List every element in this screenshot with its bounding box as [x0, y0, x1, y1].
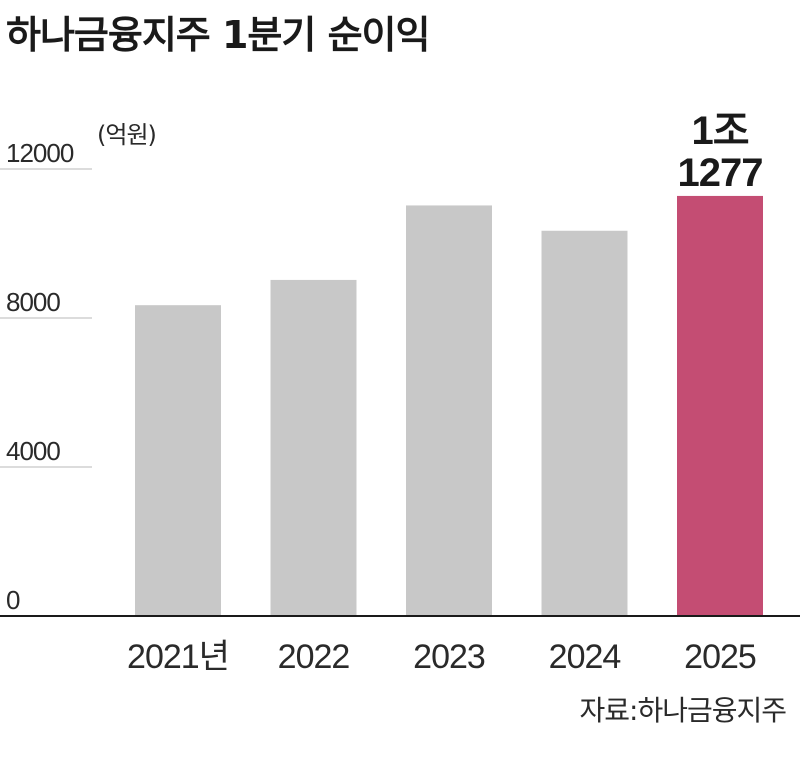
x-tick-label-2025: 2025	[684, 638, 756, 676]
bar-2021년	[135, 305, 221, 616]
data-label-line-1: 1조	[691, 109, 748, 153]
y-tick-labels: 0 4000 8000 12000	[6, 138, 75, 615]
bar-2022	[270, 279, 357, 616]
y-tick-label-4000: 4000	[6, 436, 60, 466]
bar-2023	[406, 205, 492, 617]
source-note: 자료:하나금융지주	[579, 694, 786, 727]
bar-2025	[677, 195, 763, 616]
bar-2024	[541, 230, 628, 616]
grid-lines	[0, 168, 92, 468]
x-tick-label-2024: 2024	[549, 638, 621, 676]
chart-title: 하나금융지주 1분기 순이익	[6, 13, 429, 57]
x-tick-label-2021년: 2021년	[127, 638, 229, 676]
y-axis-unit-label: (억원)	[97, 121, 156, 149]
y-tick-label-8000: 8000	[6, 287, 60, 317]
y-tick-label-0: 0	[6, 585, 20, 615]
x-tick-label-2022: 2022	[278, 638, 350, 676]
bars	[135, 195, 763, 617]
x-tick-label-2023: 2023	[413, 638, 485, 676]
x-tick-labels: 2021년 2022 2023 2024 2025	[127, 638, 757, 676]
y-tick-label-12000: 12000	[6, 138, 74, 168]
data-label-line-2: 1277	[678, 151, 763, 195]
